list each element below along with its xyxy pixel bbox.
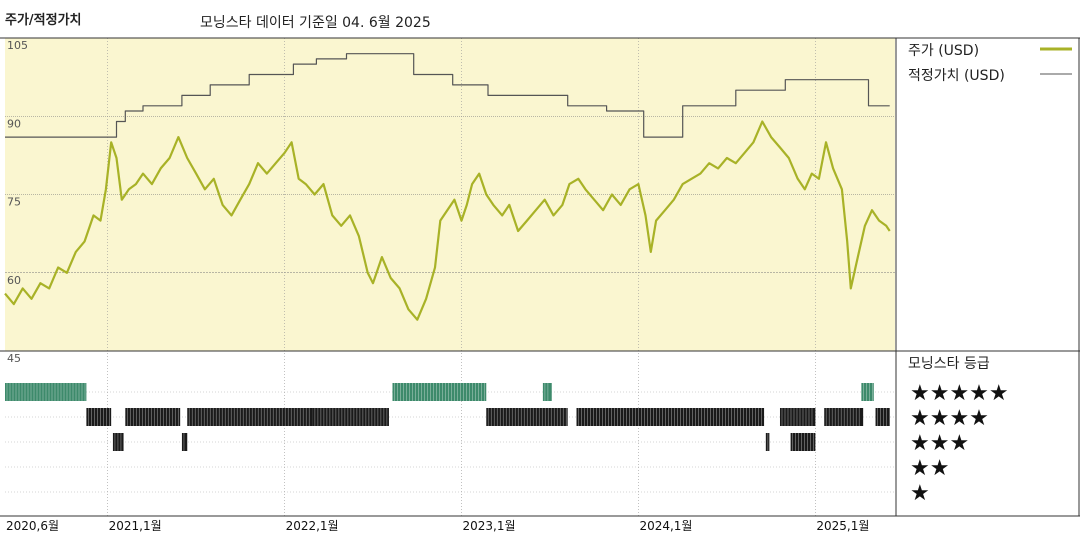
rating-segment-4-star xyxy=(875,408,890,426)
rating-segment-5-star xyxy=(542,383,552,401)
x-tick-label: 2022,1월 xyxy=(286,519,339,533)
x-tick-label: 2024,1월 xyxy=(639,519,692,533)
legend-two-stars: ★★ xyxy=(910,456,949,481)
rating-segment-4-star xyxy=(576,408,765,426)
rating-gridlines xyxy=(5,391,895,493)
rating-segment-5-star xyxy=(5,383,87,401)
price-line xyxy=(4,120,891,321)
rating-bars xyxy=(5,383,890,451)
rating-segment-3-star xyxy=(765,433,770,451)
rating-segment-5-star xyxy=(392,383,487,401)
rating-segment-5-star xyxy=(861,383,874,401)
x-tick-label: 2021,1월 xyxy=(109,519,162,533)
rating-segment-3-star xyxy=(790,433,816,451)
x-axis-ticks: 2020,6월 2021,1월 2022,1월 2023,1월 2024,1월 2025,… xyxy=(6,519,869,533)
y-tick-label: 60 xyxy=(7,274,21,287)
rating-segment-4-star xyxy=(312,408,389,426)
y-tick-label: 105 xyxy=(7,39,28,52)
rating-segment-3-star xyxy=(181,433,188,451)
legend-five-stars: ★★★★★ xyxy=(910,381,1009,406)
rating-segment-4-star xyxy=(824,408,864,426)
rating-segment-4-star xyxy=(779,408,816,426)
x-tick-label: 2023,1월 xyxy=(463,519,516,533)
rating-segment-4-star xyxy=(187,408,313,426)
legend-three-stars: ★★★ xyxy=(910,431,969,456)
rating-segment-4-star xyxy=(486,408,568,426)
legend-price-label: 주가 (USD) xyxy=(908,43,979,59)
y-tick-label: 90 xyxy=(7,117,21,130)
legend-four-stars: ★★★★ xyxy=(910,406,989,431)
chart-title: 주가/적정가치 xyxy=(5,13,82,28)
legend-fair-value-label: 적정가치 (USD) xyxy=(908,68,1005,84)
legend-one-star: ★ xyxy=(910,481,930,506)
rating-segment-4-star xyxy=(125,408,181,426)
y-tick-label: 45 xyxy=(7,352,21,365)
rating-segment-4-star xyxy=(86,408,112,426)
price-series xyxy=(4,120,891,321)
x-tick-label: 2020,6월 xyxy=(6,519,59,533)
x-tick-label: 2025,1월 xyxy=(816,519,869,533)
y-tick-label: 75 xyxy=(7,196,21,209)
fair-value-line xyxy=(5,53,890,138)
rating-segment-3-star xyxy=(112,433,124,451)
legend-rating-label: 모닝스타 등급 xyxy=(908,356,990,372)
chart-subtitle: 모닝스타 데이터 기준일 04. 6월 2025 xyxy=(200,15,431,31)
fair-value-series xyxy=(5,53,890,138)
y-axis-ticks: 105 90 75 60 45 xyxy=(7,39,28,365)
